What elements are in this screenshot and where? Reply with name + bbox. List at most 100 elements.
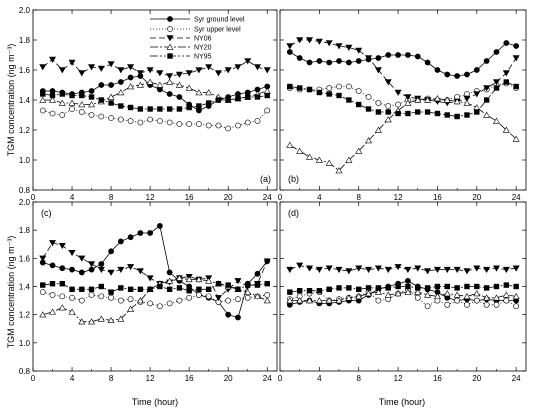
data-point: [374, 67, 382, 74]
data-point: [375, 109, 382, 115]
data-point: [355, 47, 363, 54]
data-point: [49, 56, 57, 63]
x-tick-label: 0: [278, 374, 283, 383]
data-point: [296, 288, 303, 294]
data-point: [205, 277, 213, 284]
data-point: [235, 95, 241, 102]
data-point: [473, 265, 481, 272]
series-ny20: [286, 288, 520, 304]
data-point: [98, 293, 105, 300]
data-point: [98, 82, 105, 88]
data-point: [264, 92, 270, 99]
data-point: [225, 311, 232, 318]
data-point: [205, 89, 213, 96]
data-point: [127, 74, 134, 81]
data-point: [166, 73, 174, 80]
data-point: [286, 266, 294, 274]
data-point: [384, 116, 392, 123]
panel-label: (a): [260, 174, 271, 184]
data-point: [474, 109, 480, 115]
data-point: [127, 83, 135, 90]
data-point: [117, 266, 125, 274]
data-point: [395, 283, 401, 290]
data-point: [69, 266, 75, 273]
data-point: [513, 43, 520, 49]
data-point: [215, 97, 222, 103]
series-ny06: [286, 37, 520, 107]
data-point: [69, 106, 75, 112]
data-point: [97, 65, 105, 72]
data-point: [464, 283, 470, 290]
x-tick-label: 16: [185, 374, 194, 383]
data-point: [205, 64, 213, 71]
data-point: [433, 292, 441, 300]
data-point: [345, 156, 353, 163]
data-point: [263, 67, 271, 74]
data-point: [205, 122, 212, 129]
x-tick-label: 12: [146, 193, 155, 202]
data-point: [395, 101, 401, 108]
data-point: [136, 81, 144, 88]
data-point: [336, 83, 342, 90]
legend-marker-tri-up: [166, 43, 174, 50]
data-point: [186, 121, 193, 127]
data-point: [365, 266, 373, 274]
data-point: [205, 100, 212, 106]
data-point: [176, 297, 183, 304]
series-line: [42, 225, 268, 318]
series-ny95: [40, 280, 270, 295]
data-point: [225, 125, 232, 132]
data-point: [118, 103, 124, 109]
legend-entry-ny95: NY95: [150, 54, 212, 61]
data-point: [127, 296, 134, 303]
x-tick-label: 24: [512, 374, 521, 383]
data-point: [78, 109, 85, 115]
y-tick-label: 0.8: [19, 367, 31, 376]
data-point: [346, 97, 352, 103]
series-ny06: [286, 262, 520, 275]
data-point: [315, 156, 323, 163]
data-point: [254, 118, 261, 124]
data-point: [58, 99, 66, 106]
series-ny95: [40, 91, 270, 112]
data-point: [434, 110, 441, 117]
data-point: [68, 308, 76, 315]
data-point: [287, 289, 293, 295]
data-point: [316, 58, 323, 64]
data-point: [463, 99, 471, 106]
data-point: [98, 261, 105, 267]
data-point: [286, 297, 294, 304]
panel-d: 0 4 8 12 16 20 24 (d): [278, 201, 527, 383]
series-line: [289, 291, 517, 302]
data-point: [108, 115, 114, 121]
data-point: [493, 49, 500, 55]
data-point: [326, 59, 333, 66]
data-point: [196, 286, 202, 293]
data-point: [98, 283, 105, 290]
legend-entry-syr-upper: Syr upper level: [150, 26, 241, 34]
data-point: [463, 95, 471, 102]
x-axis-title-left: Time (hour): [132, 397, 178, 407]
y-tick-label: 1.6: [19, 66, 31, 75]
panel-b: 0 4 8 12 16 20 24 (b): [278, 9, 527, 202]
data-point: [88, 286, 95, 293]
data-point: [118, 285, 124, 291]
data-point: [513, 83, 519, 90]
data-point: [175, 274, 183, 281]
data-point: [147, 106, 153, 112]
data-point: [40, 282, 46, 288]
data-point: [49, 240, 57, 247]
data-point: [59, 293, 66, 300]
data-point: [78, 101, 86, 108]
data-point: [107, 269, 115, 276]
data-point: [59, 112, 66, 118]
data-point: [512, 265, 520, 272]
data-point: [108, 294, 114, 301]
data-point: [395, 52, 401, 58]
data-point: [166, 286, 173, 293]
data-point: [287, 83, 293, 90]
data-point: [375, 55, 382, 61]
data-point: [483, 285, 490, 291]
data-point: [97, 315, 105, 322]
